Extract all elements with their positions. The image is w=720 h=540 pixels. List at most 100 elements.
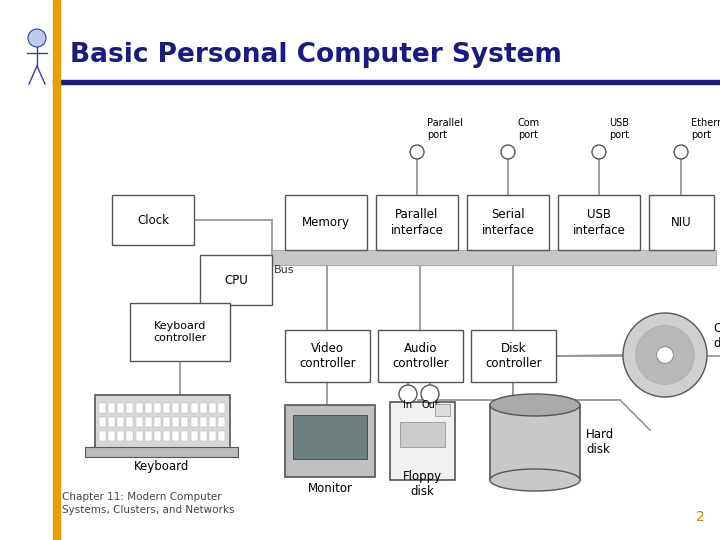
Bar bbox=[99, 417, 106, 427]
Bar bbox=[649, 195, 714, 250]
Ellipse shape bbox=[490, 469, 580, 491]
Bar bbox=[127, 431, 133, 441]
Text: Monitor: Monitor bbox=[307, 482, 353, 495]
Text: Systems, Clusters, and Networks: Systems, Clusters, and Networks bbox=[62, 505, 235, 515]
Bar bbox=[163, 431, 170, 441]
Text: CPU: CPU bbox=[224, 273, 248, 287]
Text: Parallel
interface: Parallel interface bbox=[390, 208, 444, 237]
Bar bbox=[85, 447, 238, 457]
Text: Serial
interface: Serial interface bbox=[482, 208, 534, 237]
Bar bbox=[285, 195, 367, 250]
Bar bbox=[172, 403, 179, 413]
Circle shape bbox=[636, 326, 694, 384]
Bar bbox=[181, 431, 189, 441]
Bar bbox=[163, 417, 170, 427]
Circle shape bbox=[28, 29, 46, 47]
Bar bbox=[154, 417, 161, 427]
Text: 2: 2 bbox=[696, 510, 705, 524]
Bar bbox=[145, 431, 152, 441]
Bar bbox=[209, 417, 216, 427]
Bar bbox=[471, 330, 556, 382]
Bar bbox=[108, 417, 115, 427]
Text: Floppy
disk: Floppy disk bbox=[402, 470, 441, 498]
Bar bbox=[181, 403, 189, 413]
Bar bbox=[154, 431, 161, 441]
Bar bbox=[199, 431, 207, 441]
Bar bbox=[127, 417, 133, 427]
Bar bbox=[285, 405, 375, 477]
Bar bbox=[400, 422, 445, 447]
Text: USB
interface: USB interface bbox=[572, 208, 626, 237]
Circle shape bbox=[399, 385, 417, 403]
Bar bbox=[135, 417, 143, 427]
Bar bbox=[218, 431, 225, 441]
Bar bbox=[272, 250, 716, 265]
Circle shape bbox=[592, 145, 606, 159]
Bar bbox=[95, 395, 230, 455]
Bar bbox=[191, 431, 197, 441]
Bar bbox=[558, 195, 640, 250]
Bar bbox=[435, 404, 450, 416]
Bar bbox=[145, 403, 152, 413]
Bar bbox=[112, 195, 194, 245]
Bar bbox=[135, 403, 143, 413]
Bar bbox=[130, 303, 230, 361]
Circle shape bbox=[674, 145, 688, 159]
Bar bbox=[293, 415, 367, 459]
Bar bbox=[172, 417, 179, 427]
Bar bbox=[99, 403, 106, 413]
Text: Ethernet
port: Ethernet port bbox=[691, 118, 720, 140]
Circle shape bbox=[623, 313, 707, 397]
Text: Optical
disk: Optical disk bbox=[713, 322, 720, 350]
Ellipse shape bbox=[490, 394, 580, 416]
Bar bbox=[117, 403, 125, 413]
Text: Basic Personal Computer System: Basic Personal Computer System bbox=[70, 42, 562, 68]
Circle shape bbox=[410, 145, 424, 159]
Text: Keyboard
controller: Keyboard controller bbox=[153, 321, 207, 343]
Text: Clock: Clock bbox=[137, 213, 169, 226]
Text: NIU: NIU bbox=[671, 216, 692, 229]
Bar bbox=[209, 403, 216, 413]
Bar bbox=[199, 403, 207, 413]
Bar bbox=[145, 417, 152, 427]
Text: Chapter 11: Modern Computer: Chapter 11: Modern Computer bbox=[62, 492, 222, 502]
Bar bbox=[191, 403, 197, 413]
Bar bbox=[172, 431, 179, 441]
Bar bbox=[163, 403, 170, 413]
Text: Bus: Bus bbox=[274, 265, 294, 275]
Bar bbox=[117, 417, 125, 427]
Bar bbox=[218, 417, 225, 427]
Circle shape bbox=[421, 385, 439, 403]
Bar bbox=[200, 255, 272, 305]
Bar bbox=[99, 431, 106, 441]
Text: Memory: Memory bbox=[302, 216, 350, 229]
Text: Hard
disk: Hard disk bbox=[586, 428, 614, 456]
Text: Keyboard: Keyboard bbox=[135, 460, 189, 473]
Circle shape bbox=[501, 145, 515, 159]
Circle shape bbox=[657, 347, 673, 363]
Text: USB
port: USB port bbox=[609, 118, 629, 140]
Bar bbox=[285, 330, 370, 382]
Bar bbox=[108, 431, 115, 441]
Bar bbox=[209, 431, 216, 441]
Bar bbox=[181, 417, 189, 427]
Text: Video
controller: Video controller bbox=[300, 342, 356, 370]
Bar bbox=[135, 431, 143, 441]
Text: Parallel
port: Parallel port bbox=[427, 118, 463, 140]
Bar bbox=[376, 195, 458, 250]
Bar bbox=[117, 431, 125, 441]
Bar bbox=[127, 403, 133, 413]
Bar bbox=[53, 0, 60, 540]
Bar bbox=[191, 417, 197, 427]
Bar bbox=[378, 330, 463, 382]
Bar bbox=[154, 403, 161, 413]
Bar bbox=[467, 195, 549, 250]
Bar bbox=[53, 80, 720, 84]
Text: In: In bbox=[403, 400, 413, 410]
Bar bbox=[490, 405, 580, 480]
Text: Com
port: Com port bbox=[518, 118, 540, 140]
Bar bbox=[390, 402, 455, 480]
Bar bbox=[108, 403, 115, 413]
Text: Out: Out bbox=[421, 400, 439, 410]
Bar bbox=[199, 417, 207, 427]
